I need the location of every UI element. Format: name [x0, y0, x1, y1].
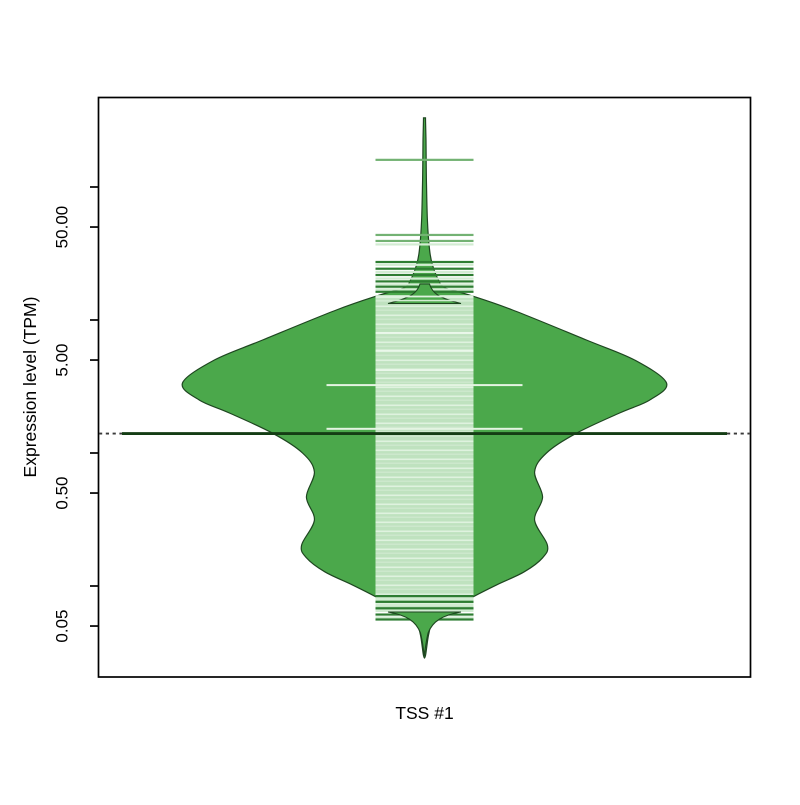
sample-expression-line [375, 243, 474, 246]
y-tick-label: 50.00 [53, 206, 72, 249]
y-axis-ticks [90, 186, 99, 627]
sample-expression-line [375, 239, 474, 243]
sample-expression-line [375, 260, 474, 264]
sample-expression-line [375, 607, 474, 610]
sample-expression-line [375, 331, 474, 334]
sample-expression-line [375, 233, 474, 237]
violin-top-funnel-shape [387, 283, 462, 305]
funnel-stripe [375, 295, 474, 298]
sample-expression-line [375, 277, 474, 280]
violin-top-funnel [375, 283, 474, 305]
x-axis-label: TSS #1 [395, 703, 453, 723]
sample-expression-line [375, 600, 474, 603]
sample-expression-line [326, 384, 523, 387]
sample-expression-line [375, 349, 474, 352]
sample-expression-line [375, 273, 474, 277]
sample-expression-line [375, 270, 474, 273]
y-axis-tick-labels: 50.00 5.00 0.50 0.05 [53, 206, 72, 643]
sample-band-rect [375, 295, 474, 612]
sample-expression-line [375, 603, 474, 607]
sample-expression-line [375, 267, 474, 270]
sample-expression-line [375, 609, 474, 612]
band-highlight-lines [375, 331, 474, 372]
wide-sample-lines [326, 384, 523, 430]
sample-expression-line [375, 158, 474, 161]
sample-expression-line [375, 280, 474, 283]
dense-sample-band [375, 295, 474, 612]
y-tick-label: 0.50 [53, 476, 72, 509]
funnel-stripe [375, 299, 474, 302]
plot-box [97, 96, 752, 678]
y-axis-label: Expression level (TPM) [20, 297, 40, 478]
sample-expression-line [375, 597, 474, 600]
sample-expression-line [375, 369, 474, 372]
plot-frame [90, 96, 752, 678]
y-tick-label: 5.00 [53, 343, 72, 376]
y-tick-label: 0.05 [53, 609, 72, 642]
sample-expression-line [375, 263, 474, 266]
violin-bottom-tip [387, 611, 462, 657]
axis-labels: 50.00 5.00 0.50 0.05 TSS #1 Expression leve… [20, 206, 454, 723]
sample-expression-line [375, 594, 474, 598]
violin-bottom-tip-shape [387, 611, 462, 657]
sample-expression-line [326, 427, 523, 430]
